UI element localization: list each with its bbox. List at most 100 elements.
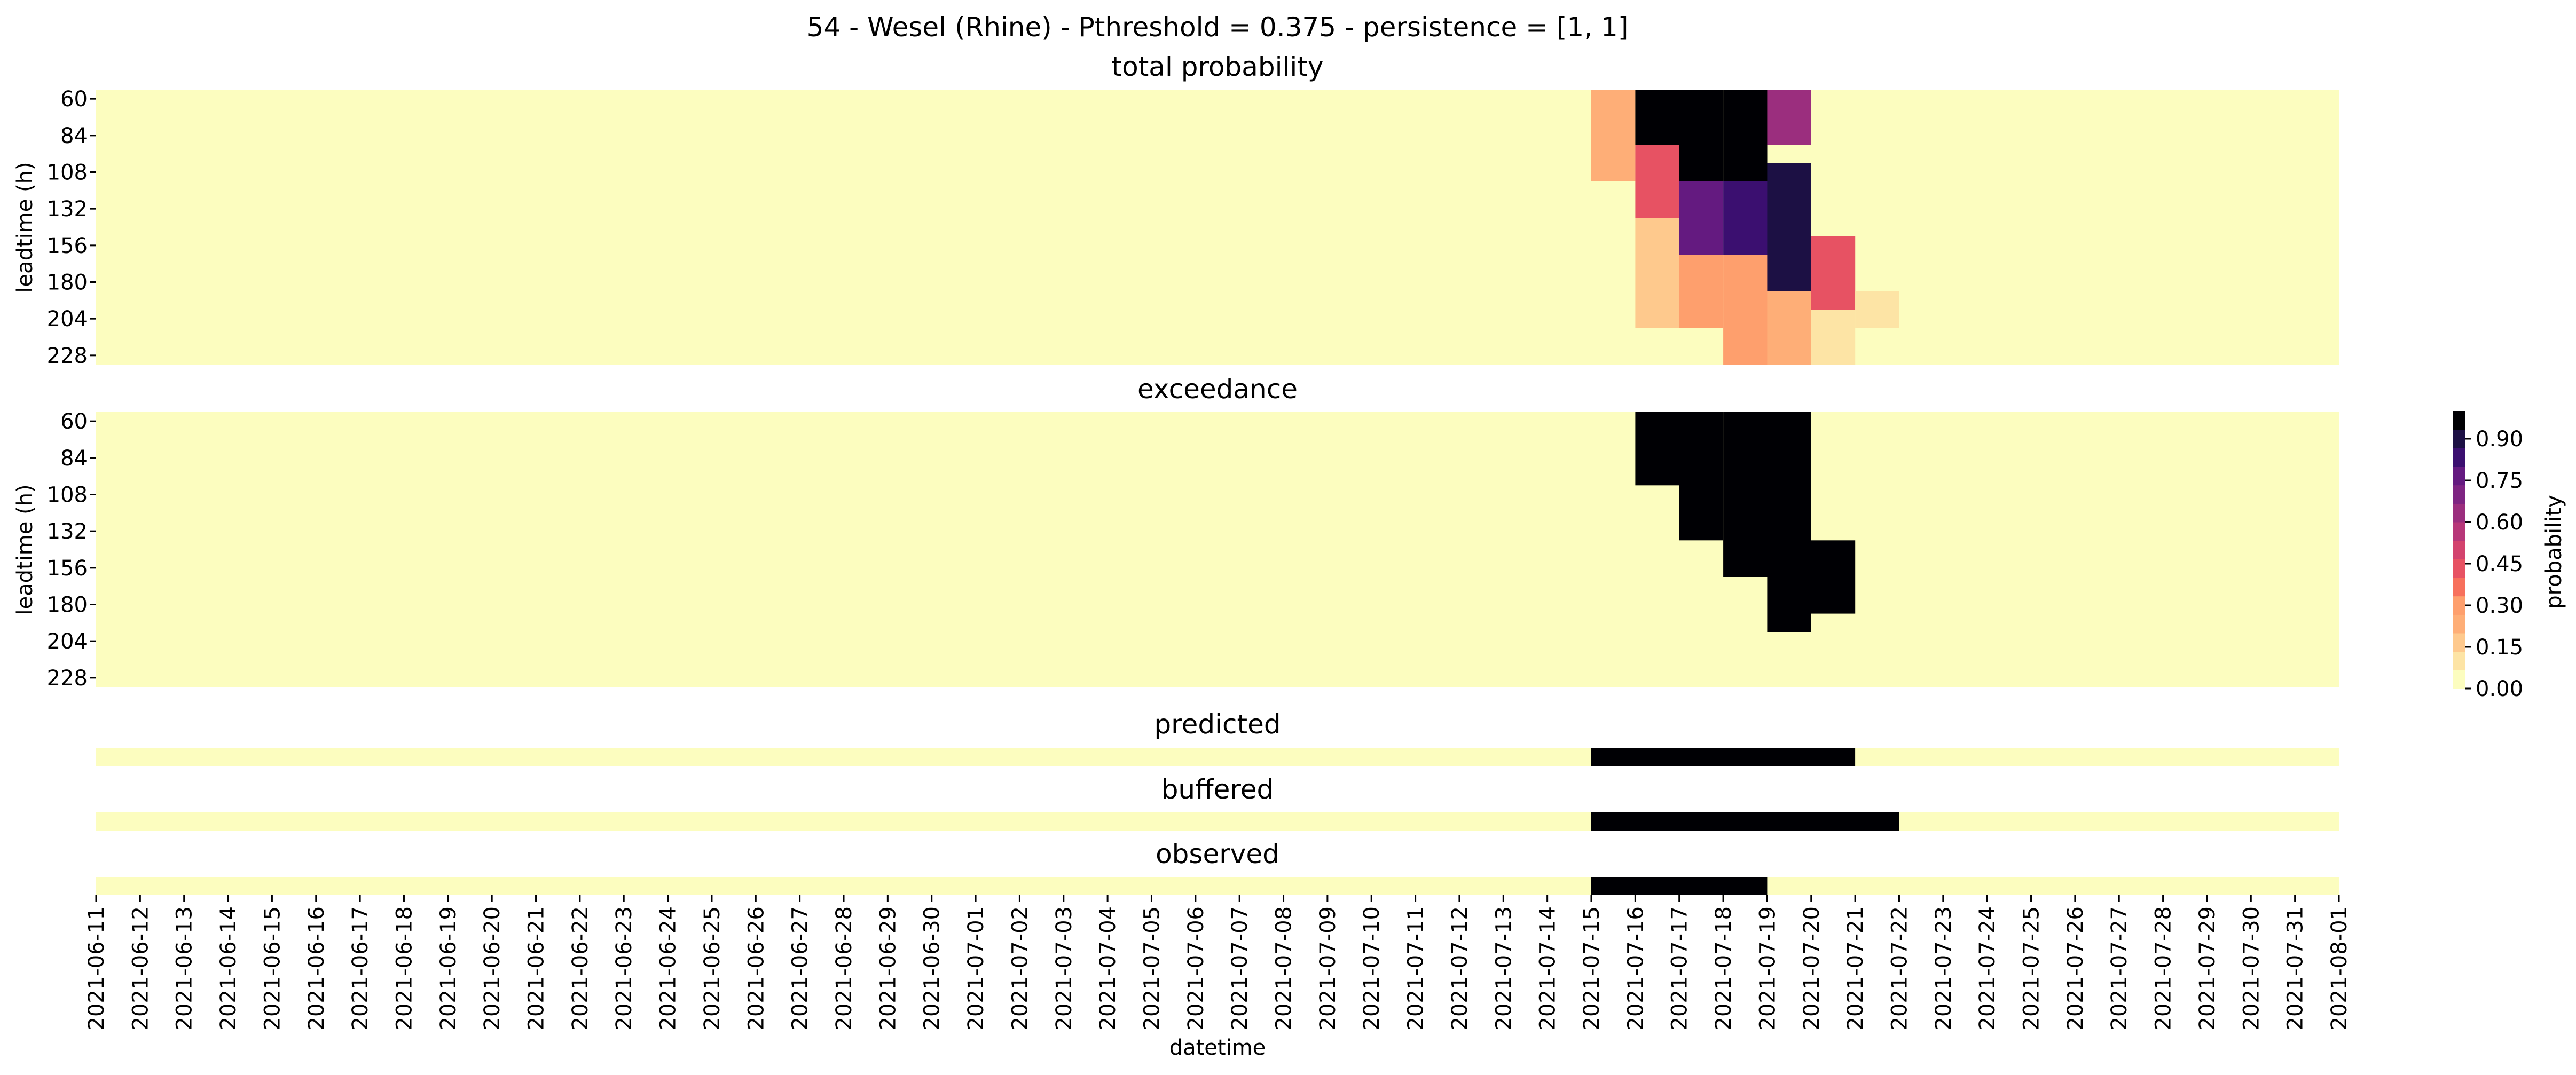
x-tick-label: 2021-07-07 bbox=[1228, 906, 1252, 1030]
event-bar bbox=[1591, 748, 1856, 766]
colorbar-segment bbox=[2453, 578, 2465, 597]
x-tick-label: 2021-06-30 bbox=[920, 906, 945, 1030]
y-tick-label: 228 bbox=[47, 344, 88, 368]
x-tick-label: 2021-07-14 bbox=[1536, 906, 1560, 1030]
heatmap-background bbox=[96, 412, 2339, 687]
y-tick-label: 84 bbox=[60, 446, 88, 471]
x-tick-label: 2021-07-10 bbox=[1360, 906, 1384, 1030]
y-tick-label: 60 bbox=[60, 87, 88, 112]
x-tick-label: 2021-07-04 bbox=[1096, 906, 1120, 1030]
x-tick-label: 2021-07-22 bbox=[1888, 906, 1912, 1030]
x-tick-label: 2021-06-12 bbox=[128, 906, 153, 1030]
x-tick-label: 2021-07-26 bbox=[2063, 906, 2088, 1030]
x-tick-label: 2021-08-01 bbox=[2327, 906, 2352, 1030]
x-tick-label: 2021-07-13 bbox=[1491, 906, 1516, 1030]
colorbar-tick-label: 0.60 bbox=[2476, 510, 2523, 535]
x-tick-label: 2021-06-20 bbox=[480, 906, 505, 1030]
heatmap-cell bbox=[1767, 163, 1811, 291]
x-tick-label: 2021-07-18 bbox=[1711, 906, 1736, 1030]
heatmap-cell bbox=[1591, 90, 1636, 181]
panel-title-predicted: predicted bbox=[1154, 709, 1281, 740]
x-tick-label: 2021-06-13 bbox=[172, 906, 197, 1030]
colorbar-label: probability bbox=[2542, 495, 2566, 608]
x-tick-label: 2021-06-26 bbox=[744, 906, 768, 1030]
panel-title-observed: observed bbox=[1156, 839, 1279, 870]
ylabel-exceedance: leadtime (h) bbox=[13, 484, 37, 615]
event-bar bbox=[1591, 812, 1899, 831]
colorbar-segment bbox=[2453, 485, 2465, 504]
strip-buffered bbox=[96, 812, 2339, 831]
colorbar-segment bbox=[2453, 411, 2465, 430]
colorbar-tick-label: 0.00 bbox=[2476, 677, 2523, 701]
panel-title-buffered: buffered bbox=[1161, 774, 1274, 805]
x-tick-label: 2021-06-15 bbox=[260, 906, 285, 1030]
x-tick-label: 2021-06-24 bbox=[656, 906, 681, 1030]
x-tick-label: 2021-06-16 bbox=[304, 906, 329, 1030]
heatmap-cell bbox=[1811, 236, 1856, 310]
x-tick-label: 2021-06-28 bbox=[832, 906, 857, 1030]
x-tick-label: 2021-07-08 bbox=[1272, 906, 1297, 1030]
x-tick-label: 2021-07-06 bbox=[1184, 906, 1208, 1030]
y-tick-label: 84 bbox=[60, 124, 88, 148]
colorbar-segment bbox=[2453, 503, 2465, 523]
heatmap-cell bbox=[1635, 145, 1679, 218]
y-tick-label: 132 bbox=[47, 519, 88, 544]
x-tick-label: 2021-07-01 bbox=[964, 906, 988, 1030]
y-tick-label: 156 bbox=[47, 556, 88, 581]
x-tick-label: 2021-07-27 bbox=[2107, 906, 2132, 1030]
heatmap-cell bbox=[1811, 540, 1856, 614]
strip-background bbox=[96, 812, 2339, 831]
x-tick-label: 2021-06-21 bbox=[524, 906, 549, 1030]
x-tick-label: 2021-06-22 bbox=[568, 906, 593, 1030]
x-tick-label: 2021-07-21 bbox=[1843, 906, 1868, 1030]
heatmap-cell bbox=[1679, 181, 1724, 255]
colorbar-segment bbox=[2453, 651, 2465, 670]
x-tick-label: 2021-07-28 bbox=[2151, 906, 2176, 1030]
x-axis: 2021-06-11 2021-06-12 2021-06-13 2021-06-14… bbox=[84, 895, 2352, 1030]
heatmap-cell bbox=[1723, 90, 1768, 181]
x-tick-label: 2021-06-29 bbox=[876, 906, 900, 1030]
x-tick-label: 2021-06-17 bbox=[348, 906, 373, 1030]
strip-predicted bbox=[96, 748, 2339, 766]
colorbar-segment bbox=[2453, 522, 2465, 541]
heatmap-cell bbox=[1723, 255, 1768, 365]
colorbar-tick-label: 0.30 bbox=[2476, 594, 2523, 618]
x-tick-label: 2021-06-27 bbox=[788, 906, 813, 1030]
y-tick-label: 180 bbox=[47, 593, 88, 618]
colorbar-tick-label: 0.75 bbox=[2476, 469, 2523, 493]
heatmap-cell bbox=[1767, 412, 1811, 632]
x-tick-label: 2021-07-24 bbox=[1975, 906, 2000, 1030]
heatmap-cell bbox=[1767, 90, 1811, 145]
x-tick-label: 2021-07-16 bbox=[1623, 906, 1648, 1030]
x-tick-label: 2021-06-25 bbox=[700, 906, 725, 1030]
x-tick-label: 2021-07-03 bbox=[1052, 906, 1077, 1030]
x-axis-label: datetime bbox=[1169, 1036, 1266, 1060]
figure-suptitle: 54 - Wesel (Rhine) - Pthreshold = 0.375 … bbox=[807, 12, 1629, 43]
colorbar-tick-label: 0.90 bbox=[2476, 427, 2523, 452]
y-tick-label: 108 bbox=[47, 483, 88, 508]
y-tick-label: 60 bbox=[60, 409, 88, 434]
x-tick-label: 2021-07-09 bbox=[1316, 906, 1340, 1030]
x-tick-label: 2021-07-17 bbox=[1668, 906, 1692, 1030]
x-tick-label: 2021-06-11 bbox=[84, 906, 109, 1030]
x-tick-label: 2021-07-12 bbox=[1448, 906, 1472, 1030]
colorbar-segment bbox=[2453, 429, 2465, 448]
colorbar-tick-label: 0.45 bbox=[2476, 552, 2523, 576]
x-tick-label: 2021-06-19 bbox=[436, 906, 461, 1030]
y-tick-label: 204 bbox=[47, 629, 88, 654]
heatmap-exceedance: 60 84 108 132 156 180 204 228 bbox=[47, 409, 2339, 691]
y-tick-label: 180 bbox=[47, 271, 88, 295]
colorbar-tick-label: 0.15 bbox=[2476, 635, 2523, 660]
x-tick-label: 2021-07-30 bbox=[2239, 906, 2264, 1030]
x-tick-label: 2021-07-20 bbox=[1800, 906, 1824, 1030]
heatmap-cell bbox=[1811, 310, 1856, 365]
x-tick-label: 2021-06-14 bbox=[216, 906, 241, 1030]
colorbar-segment bbox=[2453, 559, 2465, 578]
y-tick-label: 132 bbox=[47, 197, 88, 222]
heatmap-cell bbox=[1679, 255, 1724, 328]
y-tick-label: 156 bbox=[47, 234, 88, 258]
x-tick-label: 2021-07-15 bbox=[1580, 906, 1604, 1030]
x-tick-label: 2021-06-18 bbox=[392, 906, 417, 1030]
colorbar-segment bbox=[2453, 614, 2465, 634]
